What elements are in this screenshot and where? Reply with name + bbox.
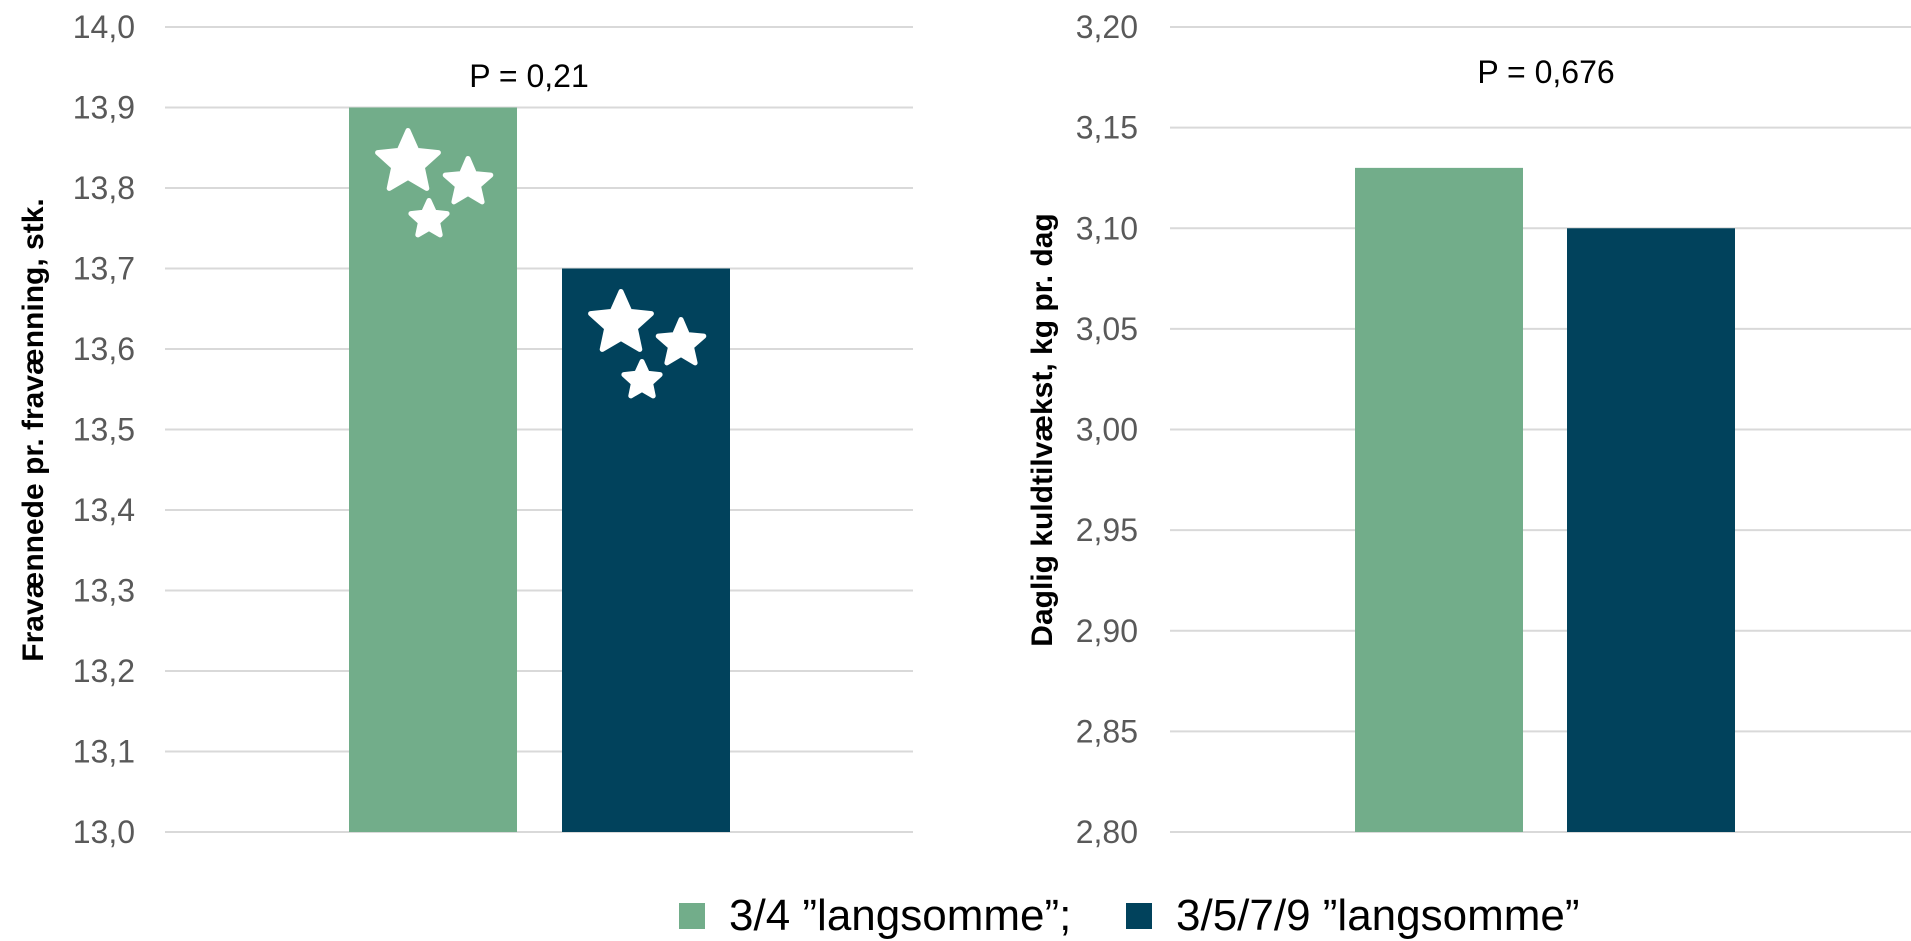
y-tick-label: 13,4 [73,492,135,528]
legend-label-series2: 3/5/7/9 ”langsomme” [1176,891,1580,940]
y-axis-label: Daglig kuldtilvækst, kg pr. dag [1026,213,1059,646]
y-tick-label: 13,2 [73,653,135,689]
y-tick-label: 3,20 [1076,9,1138,45]
star-icon [375,128,441,191]
p-value-annotation: P = 0,676 [1477,54,1614,90]
legend-label-series1: 3/4 ”langsomme”; [729,891,1071,940]
star-icon [588,289,654,352]
chart-weaned-piglets: 13,0 13,1 13,2 13,3 13,4 13,5 13,6 13,7 13,8 13,9… [17,9,913,850]
legend: 3/4 ”langsomme”; 3/5/7/9 ”langsomme” [679,891,1580,940]
y-tick-label: 2,85 [1076,713,1138,749]
y-tick-label: 13,5 [73,412,135,448]
star-icon [442,156,494,205]
y-tick-label: 2,90 [1076,613,1138,649]
y-tick-label: 3,10 [1076,210,1138,246]
y-tick-label: 13,6 [73,331,135,367]
y-tick-label: 13,1 [73,734,135,770]
bar-series2 [1567,228,1735,832]
bar-series1 [1355,167,1523,832]
legend-swatch-series1 [679,903,705,929]
y-axis-label: Fravænnede pr. fravænning, stk. [17,198,50,661]
legend-swatch-series2 [1126,903,1152,929]
y-tick-label: 2,95 [1076,512,1138,548]
y-tick-label: 13,0 [73,814,135,850]
y-tick-label: 3,00 [1076,412,1138,448]
y-tick-label: 13,8 [73,170,135,206]
star-icon [655,317,707,366]
y-tick-label: 3,05 [1076,311,1138,347]
p-value-annotation: P = 0,21 [469,58,589,94]
bar-series2 [562,268,730,832]
y-tick-label: 14,0 [73,9,135,45]
y-tick-label: 13,7 [73,251,135,287]
y-tick-label: 2,80 [1076,814,1138,850]
y-tick-label: 13,3 [73,573,135,609]
chart-daily-litter-gain: 2,80 2,85 2,90 2,95 3,00 3,05 3,10 3,15 3,20 P = … [1026,9,1911,850]
star-icon [621,359,663,399]
y-tick-label: 13,9 [73,90,135,126]
star-icon [408,198,450,238]
y-tick-label: 3,15 [1076,110,1138,146]
